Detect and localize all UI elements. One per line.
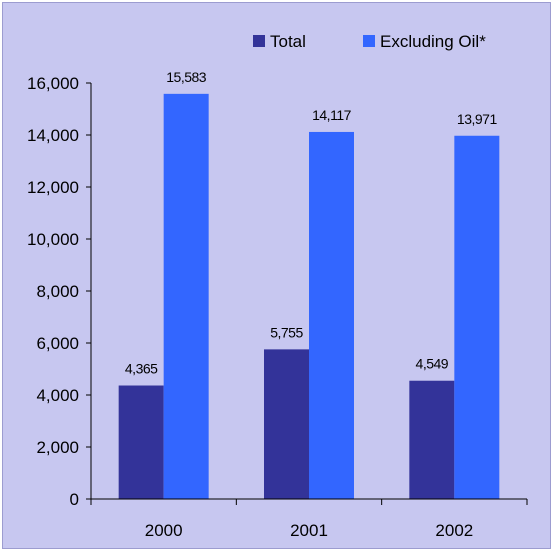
x-tick-label: 2001 <box>290 521 328 540</box>
y-tick-label: 8,000 <box>36 282 79 301</box>
y-tick-label: 2,000 <box>36 438 79 457</box>
y-tick-label: 4,000 <box>36 386 79 405</box>
bar-chart: 0 2,000 4,000 6,000 8,000 10,000 12,000 14,000 1… <box>27 32 528 540</box>
y-tick-label: 16,000 <box>27 74 79 93</box>
bar-total-2002 <box>409 380 455 499</box>
bar-excluding-oil-2001 <box>309 131 354 499</box>
bar-excluding-oil-2000 <box>163 93 209 499</box>
y-tick-label: 12,000 <box>27 178 79 197</box>
legend-swatch <box>363 35 375 47</box>
legend-label: Excluding Oil* <box>380 32 486 51</box>
bar-total-2000 <box>118 385 164 499</box>
y-tick-label: 0 <box>70 490 79 509</box>
bar-total-2001 <box>264 349 309 499</box>
x-tick-label: 2000 <box>145 521 183 540</box>
y-tick-label: 10,000 <box>27 230 79 249</box>
legend-label: Total <box>270 32 306 51</box>
y-tick-label: 14,000 <box>27 126 79 145</box>
data-label: 4,549 <box>416 356 449 372</box>
data-label: 13,971 <box>457 111 498 127</box>
x-tick-label: 2002 <box>435 521 473 540</box>
chart-area: 0 2,000 4,000 6,000 8,000 10,000 12,000 14,000 1… <box>2 2 551 549</box>
bar-excluding-oil-2002 <box>454 135 500 499</box>
data-label: 15,583 <box>166 69 207 85</box>
data-label: 4,365 <box>125 361 158 377</box>
y-tick-label: 6,000 <box>36 334 79 353</box>
data-label: 5,755 <box>270 324 303 340</box>
data-label: 14,117 <box>312 107 351 123</box>
legend-swatch <box>253 35 265 47</box>
